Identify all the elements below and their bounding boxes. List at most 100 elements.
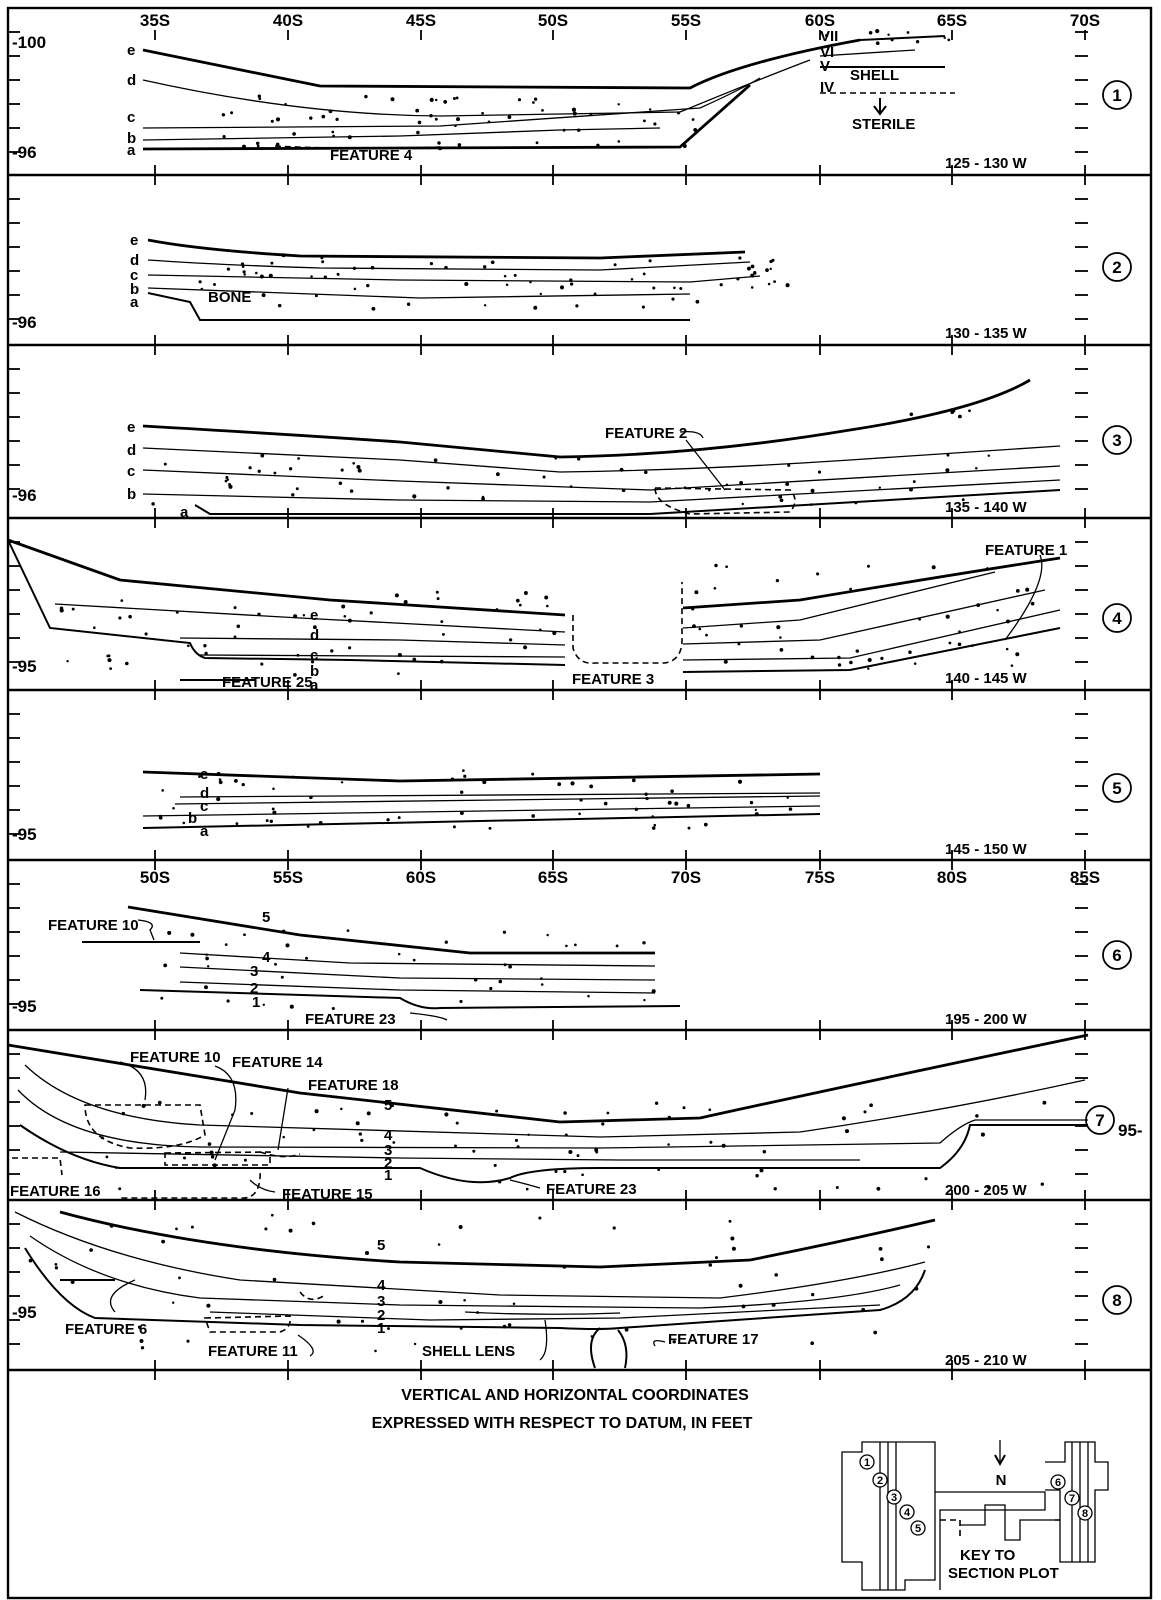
artifact-point <box>265 819 269 823</box>
artifact-point <box>356 464 361 470</box>
artifact-point <box>498 979 503 984</box>
artifact-point <box>589 784 594 789</box>
layer-line-c <box>174 795 821 805</box>
layer-line-b-left <box>199 654 566 658</box>
feature-label: FEATURE 16 <box>10 1183 101 1200</box>
feature-11-outline <box>203 1315 292 1333</box>
artifact-point <box>1030 601 1035 606</box>
artifact-point <box>703 822 708 827</box>
layer-label: 5 <box>262 909 270 926</box>
artifact-point <box>714 563 718 568</box>
section-range-label: 125 - 130 W <box>945 155 1028 172</box>
artifact-point <box>603 801 608 806</box>
artifact-point <box>612 1226 616 1230</box>
artifact-point <box>121 1111 126 1116</box>
top-tick-label: 60S <box>805 11 835 30</box>
layer-label: d <box>310 627 319 644</box>
artifact-point <box>463 774 467 778</box>
stratum-label: IV <box>820 79 834 96</box>
artifact-point <box>505 283 509 286</box>
artifact-point <box>332 134 335 138</box>
artifact-point <box>175 610 179 614</box>
artifact-point <box>318 820 323 825</box>
artifact-point <box>352 266 357 270</box>
artifact-point <box>446 486 450 490</box>
artifact-point <box>912 480 916 484</box>
feature-6-pointer <box>109 1279 136 1313</box>
artifact-point <box>546 933 549 937</box>
artifact-point <box>503 274 507 278</box>
artifact-point <box>574 943 577 947</box>
artifact-point <box>216 771 221 776</box>
artifact-point <box>667 1115 671 1120</box>
shell-lens-pointer <box>539 1319 548 1361</box>
artifact-point <box>243 933 246 937</box>
top-tick-label: 35S <box>140 11 170 30</box>
artifact-point <box>841 1116 846 1121</box>
key-marker-number: 7 <box>1069 1493 1075 1505</box>
artifact-point <box>250 1112 254 1115</box>
artifact-point <box>203 644 207 648</box>
section-range-label: 140 - 145 W <box>945 670 1028 687</box>
artifact-point <box>230 111 234 115</box>
mid-tick-label: 85S <box>1070 868 1100 887</box>
section-1: -100 -96 e d c b a VII VI V IV SHELL STE… <box>12 28 1132 172</box>
artifact-point <box>241 782 245 787</box>
artifact-point <box>336 272 340 276</box>
artifact-point <box>321 114 326 119</box>
artifact-point <box>70 1280 75 1284</box>
layer-label: 3 <box>384 1142 392 1159</box>
artifact-point <box>785 283 790 288</box>
layer-label: 5 <box>384 1097 392 1114</box>
mid-tick-label: 65S <box>538 868 568 887</box>
artifact-point <box>527 1133 530 1137</box>
axis-ticks <box>8 30 1088 1380</box>
mid-tick-label: 70S <box>671 868 701 887</box>
artifact-point <box>705 633 708 637</box>
section-8: -95 5 4 3 2 1 FEATURE 6 FEATURE 11 SHELL… <box>12 1210 1132 1369</box>
artifact-point <box>347 135 352 140</box>
artifact-point <box>320 256 324 260</box>
artifact-point <box>525 1187 529 1191</box>
mid-tick-label: 75S <box>805 868 835 887</box>
artifact-point <box>186 644 190 648</box>
artifact-point <box>259 274 264 279</box>
layer-label: c <box>200 798 208 815</box>
section-number-marker <box>1085 1105 1115 1135</box>
mid-tick-label: 60S <box>406 868 436 887</box>
artifact-point <box>576 457 581 461</box>
artifact-point <box>866 564 871 568</box>
artifact-point <box>366 283 370 288</box>
artifact-point <box>867 657 872 663</box>
artifact-point <box>914 1286 919 1291</box>
artifact-point <box>909 487 913 492</box>
artifact-point <box>392 1141 396 1144</box>
artifact-point <box>216 797 221 802</box>
artifact-point <box>262 1003 265 1006</box>
artifact-point <box>945 468 950 473</box>
artifact-points <box>28 29 1047 1353</box>
artifact-point <box>161 789 165 792</box>
artifact-point <box>248 466 252 470</box>
artifact-point <box>957 414 962 419</box>
artifact-point <box>495 472 500 477</box>
feature-14-outline <box>164 1151 271 1166</box>
artifact-point <box>976 603 981 608</box>
section-range-label: 205 - 210 W <box>945 1352 1028 1369</box>
artifact-point <box>943 36 946 39</box>
feature-4-outline <box>274 145 441 150</box>
artifact-point <box>417 120 422 125</box>
artifact-point <box>540 977 543 980</box>
artifact-point <box>581 1173 584 1177</box>
artifact-point <box>391 1104 394 1108</box>
artifact-point <box>569 278 573 282</box>
artifact-point <box>565 944 568 948</box>
artifact-point <box>487 120 491 124</box>
feature-label: SHELL LENS <box>422 1343 515 1360</box>
artifact-point <box>779 636 782 639</box>
artifact-point <box>386 818 390 822</box>
artifact-point <box>224 943 228 946</box>
artifact-point <box>562 1265 567 1269</box>
key-plan-right-block <box>1045 1441 1109 1563</box>
layer-line-c <box>147 274 761 283</box>
